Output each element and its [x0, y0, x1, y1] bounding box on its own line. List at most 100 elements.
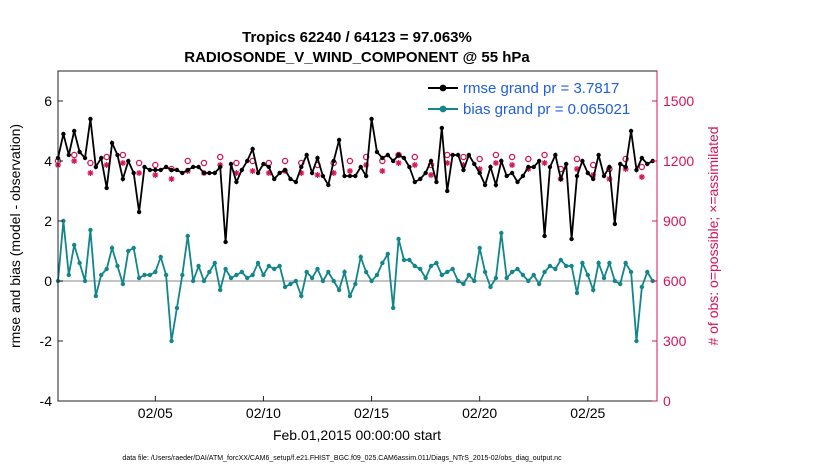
bias-point: [499, 230, 504, 236]
obs-possible-marker: [476, 155, 483, 163]
rmse-point: [228, 161, 234, 167]
rmse-point: [66, 152, 72, 158]
bias-point: [228, 275, 234, 281]
x-tick-label: 02/25: [570, 405, 605, 421]
rmse-point: [488, 164, 493, 170]
rmse-point: [504, 173, 509, 179]
bias-point: [374, 272, 380, 278]
bias-point: [212, 260, 217, 266]
bias-point: [607, 260, 612, 266]
bias-point: [472, 278, 477, 284]
rmse-point: [147, 167, 153, 173]
bias-point: [358, 254, 363, 260]
bias-point: [369, 278, 374, 284]
rmse-point: [72, 128, 77, 134]
bias-point: [412, 263, 418, 269]
bias-point: [591, 287, 596, 293]
bias-point: [585, 272, 591, 278]
rmse-point: [612, 221, 618, 227]
obs-assimilated-marker: [265, 170, 272, 176]
rmse-point: [99, 155, 104, 161]
rmse-point: [509, 170, 515, 176]
rmse-point: [223, 239, 228, 245]
bias-point: [207, 269, 212, 275]
bias-point: [88, 227, 93, 233]
y-right-tick-label: 600: [663, 273, 687, 289]
y-right-tick-label: 900: [663, 213, 687, 229]
rmse-point: [309, 170, 315, 176]
bias-point: [261, 272, 266, 278]
obs-possible-marker: [152, 161, 159, 169]
obs-assimilated-marker: [395, 160, 402, 166]
bias-point: [185, 233, 190, 239]
bias-point: [272, 266, 277, 272]
rmse-point: [174, 167, 180, 173]
bias-point: [147, 272, 153, 278]
rmse-point: [61, 131, 66, 137]
rmse-point: [645, 161, 650, 167]
rmse-point: [461, 167, 466, 173]
bias-point: [445, 269, 450, 275]
bias-point: [315, 266, 320, 272]
bias-point: [477, 245, 482, 251]
rmse-point: [472, 161, 477, 167]
obs-possible-marker: [70, 151, 78, 159]
rmse-point: [563, 161, 569, 167]
bias-point: [628, 269, 634, 275]
obs-assimilated-marker: [428, 172, 435, 178]
rmse-point: [428, 158, 434, 164]
rmse-point: [601, 173, 607, 179]
rmse-point: [293, 179, 299, 185]
bias-point: [304, 269, 309, 275]
rmse-point: [217, 164, 223, 170]
x-tick-label: 02/10: [246, 405, 281, 421]
rmse-point: [591, 176, 596, 182]
obs-assimilated-marker: [444, 160, 451, 166]
bias-point: [601, 275, 607, 281]
bias-point: [418, 266, 423, 272]
rmse-point: [369, 116, 374, 122]
rmse-point: [482, 182, 488, 188]
rmse-point: [390, 158, 396, 164]
bias-point: [396, 236, 401, 242]
bias-point: [450, 266, 455, 272]
bias-point: [363, 269, 369, 275]
rmse-point: [455, 152, 461, 158]
obs-assimilated-marker: [541, 160, 548, 166]
bias-point: [120, 281, 126, 287]
y-left-tick-label: 2: [44, 213, 52, 229]
obs-assimilated-marker: [103, 162, 110, 168]
rmse-point: [234, 179, 239, 185]
y-axis-label-right: # of obs: o=possible; ×=assimilated: [705, 126, 721, 345]
y-axis-label-left: rmse and bias (model - observation): [7, 124, 23, 348]
rmse-point: [547, 164, 553, 170]
rmse-point: [326, 182, 331, 188]
obs-possible-marker: [395, 151, 402, 159]
bias-point: [639, 284, 645, 290]
rmse-point: [304, 152, 309, 158]
rmse-point: [196, 164, 201, 170]
bias-point: [66, 272, 72, 278]
y-right-tick-label: 1200: [663, 153, 694, 169]
rmse-point: [585, 170, 591, 176]
rmse-legend-marker: [439, 84, 447, 92]
bias-point: [201, 278, 207, 284]
obs-possible-marker: [346, 157, 354, 165]
bias-point: [504, 275, 509, 281]
bias-point: [461, 281, 466, 287]
rmse-point: [439, 125, 445, 131]
bias-point: [520, 272, 526, 278]
rmse-point: [628, 128, 634, 134]
rmse-point: [434, 179, 439, 185]
rmse-point: [374, 149, 380, 155]
x-axis-label: Feb.01,2015 00:00:00 start: [273, 427, 441, 443]
x-tick-label: 02/15: [354, 405, 389, 421]
rmse-point: [180, 170, 185, 176]
obs-possible-marker: [541, 151, 548, 159]
obs-possible-marker: [87, 159, 94, 167]
rmse-point: [531, 164, 536, 170]
y-right-tick-label: 300: [663, 333, 687, 349]
bias-point: [342, 269, 347, 275]
bias-point: [439, 272, 445, 278]
bias-point: [234, 272, 239, 278]
